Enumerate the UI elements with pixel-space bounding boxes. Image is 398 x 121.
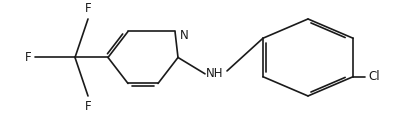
- Text: NH: NH: [206, 67, 224, 80]
- Text: F: F: [24, 51, 31, 64]
- Text: F: F: [85, 100, 91, 113]
- Text: N: N: [180, 29, 189, 42]
- Text: Cl: Cl: [368, 70, 380, 83]
- Text: F: F: [85, 2, 91, 15]
